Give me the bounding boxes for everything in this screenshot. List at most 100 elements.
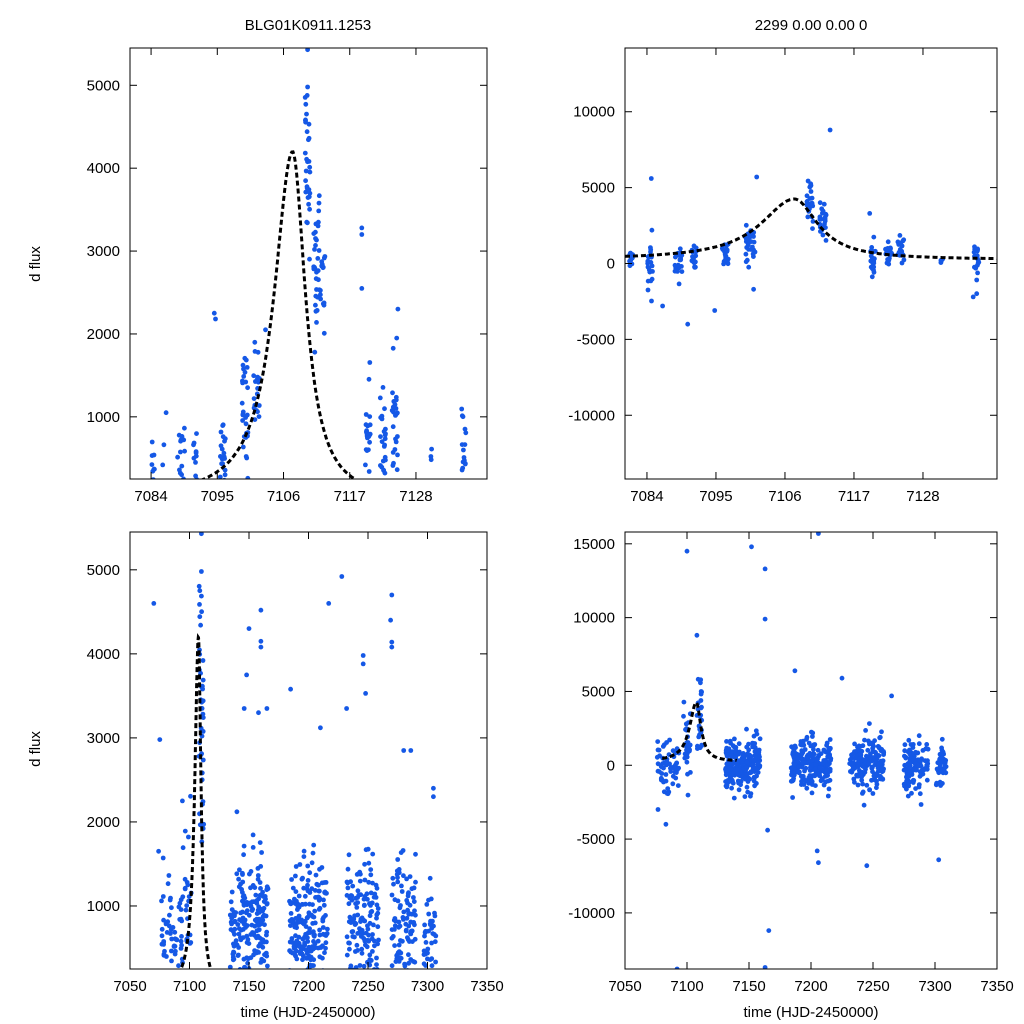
- data-point: [907, 769, 912, 775]
- data-point: [724, 739, 729, 744]
- data-point: [232, 919, 238, 925]
- data-point: [924, 777, 930, 783]
- data-point: [750, 762, 756, 767]
- data-point: [765, 827, 770, 833]
- data-point: [194, 431, 199, 436]
- data-point: [228, 899, 234, 905]
- data-point: [872, 771, 878, 777]
- data-point: [726, 777, 732, 783]
- data-point: [804, 193, 810, 199]
- data-point: [182, 425, 187, 431]
- data-point: [218, 429, 224, 435]
- data-point: [316, 248, 322, 253]
- data-point: [355, 900, 361, 905]
- data-point: [906, 780, 912, 786]
- data-point: [307, 870, 313, 876]
- data-point: [182, 828, 188, 834]
- data-point: [233, 938, 239, 944]
- data-point: [309, 944, 315, 950]
- data-point: [355, 931, 361, 936]
- data-point: [401, 748, 407, 753]
- data-point: [166, 873, 172, 878]
- data-point: [428, 922, 433, 928]
- data-point: [810, 730, 816, 736]
- data-point: [808, 765, 813, 770]
- data-point: [395, 898, 401, 904]
- data-point: [742, 794, 748, 799]
- data-point: [313, 872, 319, 878]
- data-point: [250, 832, 256, 838]
- data-point: [375, 924, 381, 930]
- data-point: [253, 970, 258, 975]
- data-point: [248, 904, 254, 909]
- data-point: [228, 997, 233, 1002]
- data-point: [346, 901, 352, 907]
- data-point: [372, 891, 378, 897]
- data-point: [425, 950, 430, 956]
- data-point: [678, 257, 684, 263]
- data-point: [813, 766, 818, 772]
- data-point: [258, 941, 264, 947]
- data-point: [290, 885, 296, 891]
- points-layer: [654, 532, 949, 969]
- data-point: [242, 965, 247, 969]
- data-point: [813, 762, 819, 767]
- data-point: [941, 751, 946, 757]
- data-point: [184, 880, 190, 885]
- data-point: [246, 626, 252, 631]
- data-point: [179, 934, 184, 939]
- data-point: [808, 183, 813, 189]
- data-point: [751, 286, 756, 292]
- data-point: [460, 414, 466, 420]
- data-point: [260, 917, 266, 923]
- data-point: [663, 821, 669, 827]
- data-point: [910, 742, 916, 747]
- data-point: [354, 942, 360, 948]
- data-point: [289, 877, 294, 882]
- data-point: [368, 958, 374, 963]
- data-point: [390, 390, 395, 396]
- data-point: [245, 475, 251, 479]
- x-tick-label: 7050: [113, 978, 146, 995]
- data-point: [314, 269, 319, 275]
- data-point: [655, 768, 661, 774]
- data-point: [878, 773, 883, 779]
- data-point: [762, 616, 768, 622]
- data-point: [222, 472, 228, 478]
- data-point: [366, 376, 372, 382]
- data-point: [355, 948, 360, 953]
- data-point: [406, 1017, 411, 1022]
- data-point: [178, 907, 184, 912]
- data-point: [303, 168, 309, 174]
- data-point: [347, 946, 352, 952]
- data-point: [744, 257, 750, 263]
- data-point: [826, 748, 832, 754]
- data-point: [857, 756, 862, 761]
- data-point: [806, 776, 812, 781]
- data-point: [918, 802, 924, 807]
- data-point: [264, 884, 270, 890]
- data-point: [241, 374, 247, 379]
- data-point: [249, 908, 255, 913]
- data-point: [238, 881, 244, 887]
- data-point: [363, 847, 369, 853]
- data-point: [248, 998, 253, 1003]
- data-point: [191, 440, 197, 446]
- data-point: [433, 959, 438, 965]
- data-point: [184, 903, 190, 908]
- data-point: [313, 302, 318, 308]
- data-point: [305, 48, 310, 53]
- data-point: [648, 176, 654, 181]
- data-point: [799, 742, 805, 748]
- x-tick-label: 7050: [608, 978, 641, 995]
- data-point: [869, 777, 874, 783]
- data-point: [393, 412, 399, 418]
- data-point: [320, 918, 326, 924]
- data-point: [316, 277, 321, 283]
- data-point: [681, 713, 686, 719]
- data-point: [886, 257, 892, 263]
- data-point: [363, 462, 368, 468]
- data-point: [401, 909, 407, 915]
- data-point: [166, 923, 172, 929]
- data-point: [724, 752, 730, 757]
